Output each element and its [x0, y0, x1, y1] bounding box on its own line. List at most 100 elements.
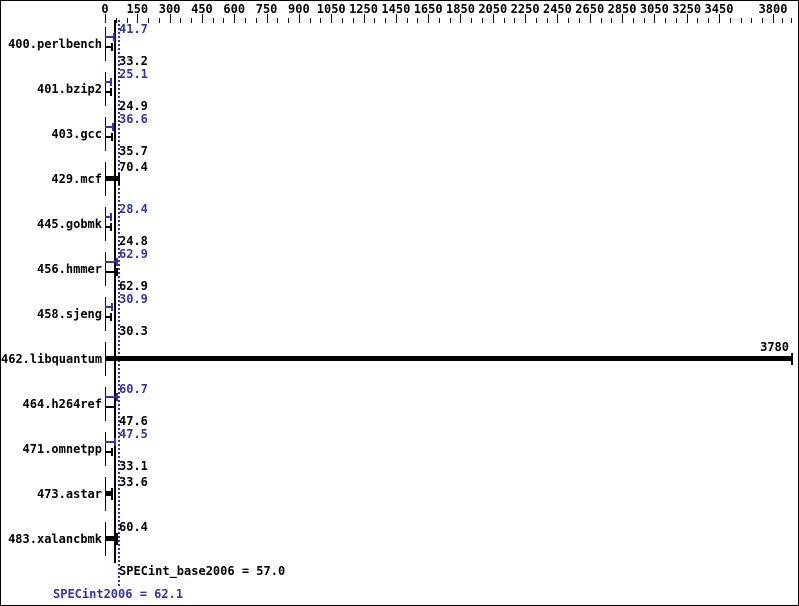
peak-bar-end-cap	[116, 393, 119, 401]
base-bar	[105, 316, 111, 318]
peak-bar-end-cap	[109, 78, 112, 86]
base-bar	[105, 46, 112, 48]
axis-minor-tick	[256, 18, 257, 23]
axis-minor-tick	[277, 18, 278, 23]
base-bar	[105, 491, 112, 496]
axis-minor-tick	[611, 18, 612, 23]
row-origin-tick	[105, 207, 106, 241]
axis-tick-label: 150	[126, 2, 149, 16]
axis-minor-tick	[159, 18, 160, 23]
specint2006-summary-label: SPECint2006 = 62.1	[53, 587, 184, 601]
peak-value-label: 62.9	[119, 247, 148, 261]
benchmark-label: 473.astar	[36, 487, 102, 501]
axis-tick-label: 3250	[672, 2, 702, 16]
base-value-label: 24.8	[119, 234, 148, 248]
row-origin-tick	[105, 27, 106, 61]
axis-minor-tick	[708, 18, 709, 23]
base-mean-reference-line	[114, 20, 116, 563]
axis-major-tick	[234, 14, 235, 23]
peak-value-label: 47.5	[119, 427, 148, 441]
base-bar-end-cap	[117, 173, 120, 185]
peak-bar-end-cap	[110, 303, 113, 311]
axis-minor-tick	[547, 18, 548, 23]
base-bar-end-cap	[111, 488, 114, 500]
axis-minor-tick	[482, 18, 483, 23]
base-value-label: 33.1	[119, 459, 148, 473]
axis-minor-tick	[568, 18, 569, 23]
axis-minor-tick	[288, 18, 289, 23]
axis-minor-tick	[751, 18, 752, 23]
axis-minor-tick	[385, 18, 386, 23]
axis-tick-label: 2650	[575, 2, 605, 16]
base-value-label: 60.4	[119, 520, 148, 534]
axis-major-tick	[719, 14, 720, 23]
row-origin-tick	[105, 117, 106, 151]
peak-value-label: 25.1	[119, 67, 148, 81]
axis-tick-label: 1050	[316, 2, 346, 16]
base-bar-end-cap	[111, 43, 114, 51]
base-bar-end-cap	[110, 313, 113, 321]
peak-bar-end-cap	[116, 258, 119, 266]
benchmark-label: 471.omnetpp	[22, 442, 102, 456]
axis-minor-tick	[374, 18, 375, 23]
peak-value-label: 60.7	[119, 382, 148, 396]
row-origin-tick	[105, 387, 106, 421]
axis-tick-label: 1250	[349, 2, 378, 16]
row-origin-tick	[105, 297, 106, 331]
axis-minor-tick	[579, 18, 580, 23]
axis-major-tick	[460, 14, 461, 23]
axis-minor-tick	[342, 18, 343, 23]
axis-major-tick	[105, 14, 106, 23]
peak-value-label: 28.4	[119, 202, 148, 216]
axis-tick-label: 2050	[478, 2, 508, 16]
axis-minor-tick	[223, 18, 224, 23]
axis-minor-tick	[471, 18, 472, 23]
axis-major-tick	[525, 14, 526, 23]
axis-major-tick	[299, 14, 300, 23]
peak-bar	[105, 441, 114, 443]
peak-value-label: 36.6	[119, 112, 148, 126]
axis-minor-tick	[245, 18, 246, 23]
axis-tick-label: 3450	[704, 2, 734, 16]
axis-tick-label: 1450	[381, 2, 411, 16]
base-bar	[105, 136, 112, 138]
peak-bar	[105, 396, 117, 398]
axis-tick-label: 2850	[607, 2, 637, 16]
base-bar	[105, 536, 116, 541]
axis-minor-tick	[601, 18, 602, 23]
axis-tick-label: 900	[288, 2, 310, 16]
axis-major-tick	[267, 14, 268, 23]
axis-major-tick	[622, 14, 623, 23]
base-bar-end-cap	[116, 268, 119, 276]
axis-major-tick	[590, 14, 591, 23]
benchmark-label: 483.xalancbmk	[8, 532, 102, 546]
axis-minor-tick	[665, 18, 666, 23]
base-bar-end-cap	[115, 533, 118, 545]
axis-major-tick	[331, 14, 332, 23]
base-bar	[105, 91, 110, 93]
axis-major-tick	[396, 14, 397, 23]
axis-minor-tick	[697, 18, 698, 23]
benchmark-label: 401.bzip2	[36, 82, 102, 96]
axis-major-tick	[654, 14, 655, 23]
peak-bar-end-cap	[113, 438, 116, 446]
base-bar	[105, 176, 118, 181]
base-bar-end-cap	[109, 223, 112, 231]
row-origin-tick	[105, 432, 106, 466]
peak-bar	[105, 36, 113, 38]
benchmark-label: 464.h264ref	[22, 397, 102, 411]
peak-bar-end-cap	[111, 123, 114, 131]
axis-minor-tick	[180, 18, 181, 23]
axis-minor-tick	[191, 18, 192, 23]
row-origin-tick	[105, 72, 106, 106]
axis-minor-tick	[536, 18, 537, 23]
base-bar	[105, 356, 792, 361]
axis-minor-tick	[213, 18, 214, 23]
axis-major-tick	[202, 14, 203, 23]
axis-major-tick	[137, 14, 138, 23]
peak-bar-end-cap	[112, 33, 115, 41]
axis-tick-label: 2250	[510, 2, 540, 16]
benchmark-label: 458.sjeng	[36, 307, 102, 321]
axis-minor-tick	[310, 18, 311, 23]
